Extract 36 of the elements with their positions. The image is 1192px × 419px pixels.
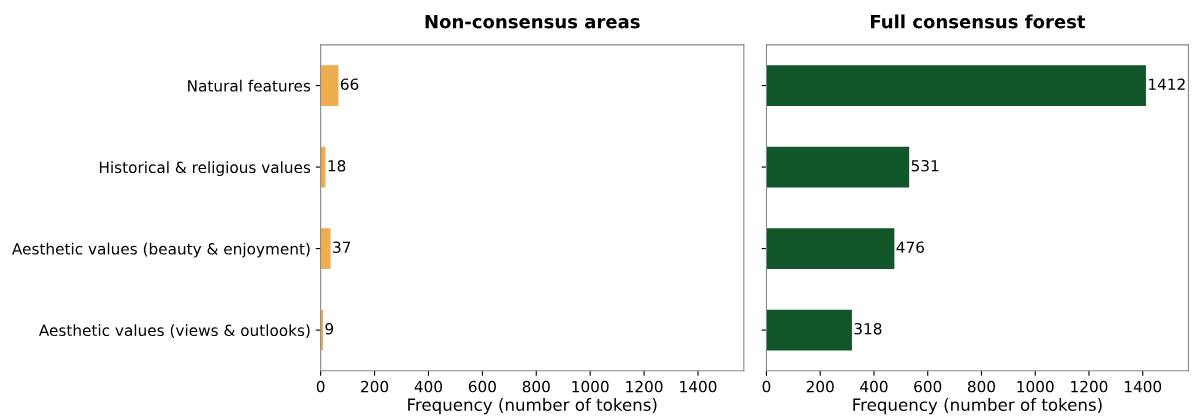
bar: [766, 65, 1146, 106]
x-tick-label: 1200: [1071, 380, 1108, 393]
x-tick-label: 600: [914, 380, 942, 393]
data-label: 476: [896, 241, 924, 253]
bar: [766, 228, 895, 269]
x-tick-label: 1000: [1017, 380, 1054, 393]
x-tick-label: 400: [414, 380, 443, 393]
y-tick-label: Natural features: [188, 79, 311, 92]
chart-title: Non-consensus areas: [425, 15, 640, 29]
y-tick-label: Aesthetic values (beauty & enjoyment): [12, 242, 310, 258]
x-tick-label: 1400: [1124, 380, 1162, 393]
x-tick-label: 1000: [572, 380, 609, 393]
x-tick-label: 0: [316, 380, 325, 393]
x-tick-label: 800: [967, 380, 996, 393]
x-tick-label: 200: [806, 380, 834, 393]
x-tick-label: 0: [762, 380, 771, 393]
x-axis-title: Frequency (number of tokens): [408, 398, 657, 415]
data-label: 18: [328, 159, 346, 172]
x-tick-label: 600: [468, 380, 496, 393]
x-tick-label: 800: [522, 380, 550, 393]
bar: [766, 309, 852, 351]
data-label: 9: [325, 322, 334, 335]
data-label: 1412: [1149, 78, 1185, 90]
x-axis-title: Frequency (number of tokens): [853, 398, 1102, 415]
x-tick-label: 1400: [680, 380, 717, 393]
x-tick-label: 400: [860, 380, 888, 393]
data-label: 66: [340, 78, 359, 91]
bar: [766, 146, 910, 188]
data-label: 318: [854, 322, 882, 335]
x-tick-label: 1200: [626, 380, 663, 393]
y-tick-label: Historical & religious values: [99, 161, 311, 177]
data-label: 37: [333, 241, 351, 253]
y-tick-label: Aesthetic values (views & outlooks): [38, 324, 310, 338]
data-label: 531: [911, 159, 939, 172]
chart-title: Full consensus forest: [871, 14, 1086, 29]
x-tick-label: 200: [361, 380, 389, 393]
